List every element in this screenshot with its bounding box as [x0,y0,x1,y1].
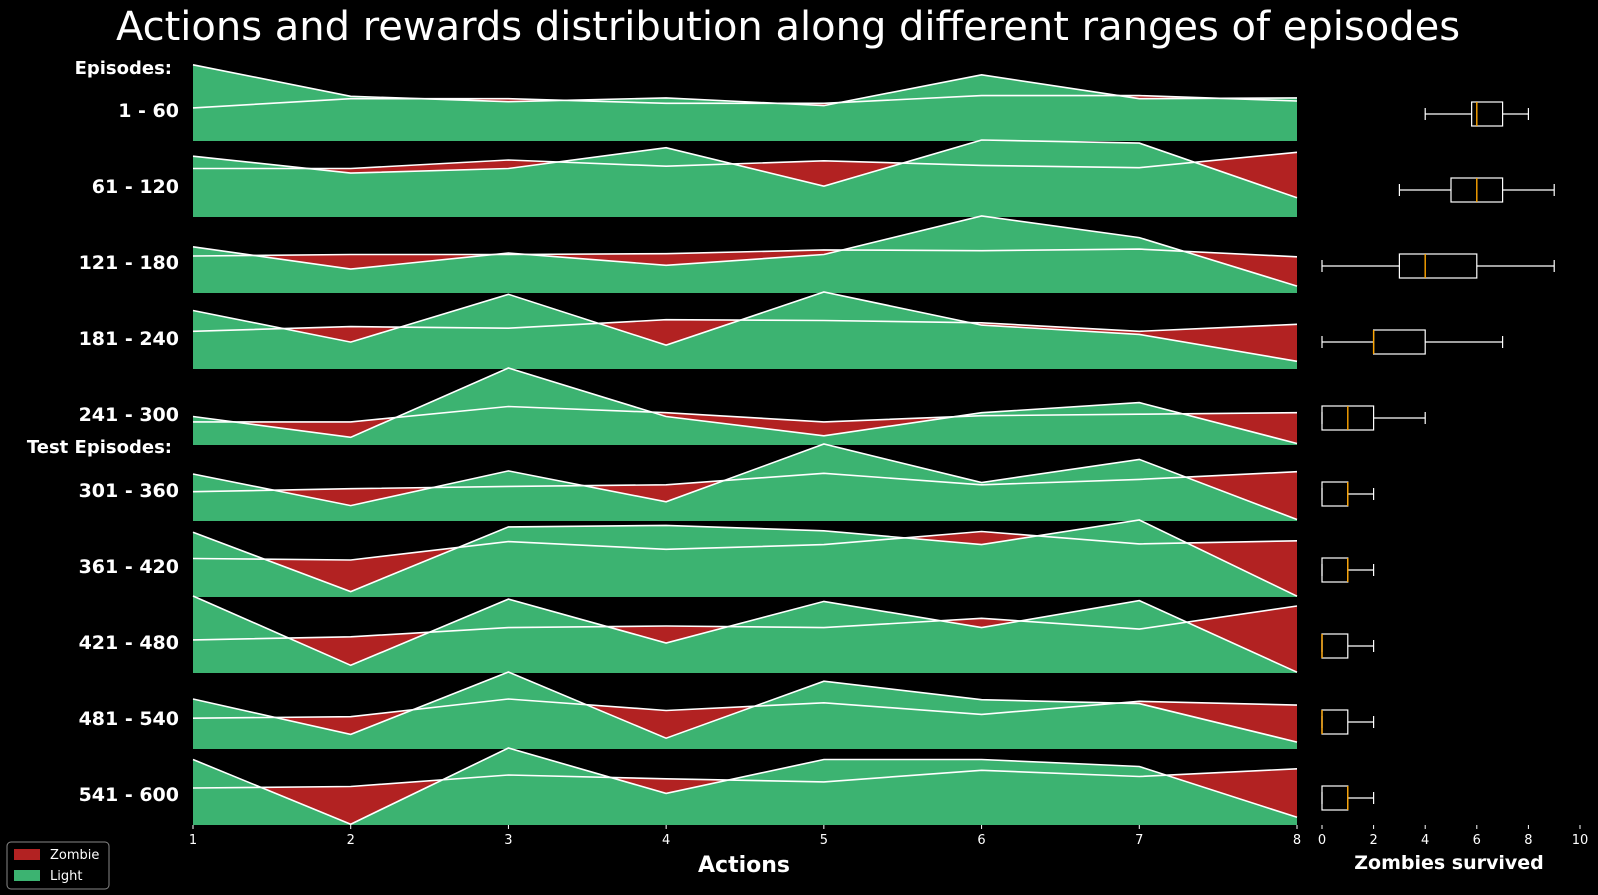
zombie-line [192,530,1298,561]
row-label: 361 - 420 [79,556,179,578]
zombies-x-axis: 0 2 4 6 8 10 [1318,825,1588,848]
zombie-line [193,151,1298,170]
ridge-row [192,519,1298,597]
ridge-row [192,139,1298,217]
light-area [193,444,1297,521]
box-x-tick-label: 2 [1369,833,1377,848]
chart-title: Actions and rewards distribution along d… [116,4,1460,50]
x-tick-label: 5 [820,833,828,848]
zombie-line [193,405,1298,423]
row-label: 61 - 120 [92,176,179,198]
boxplot [1398,177,1555,203]
x-tick-label: 1 [189,833,197,848]
actions-x-axis: 1 2 3 4 5 6 7 8 [189,825,1301,848]
light-line [192,443,1298,521]
light-line [192,671,1298,743]
ridge-row [192,215,1298,293]
light-area [193,596,1297,673]
boxplot [1321,633,1375,659]
x-tick-label: 6 [977,833,985,848]
boxplot-panel [1321,101,1555,811]
light-area [193,368,1297,445]
box-x-tick-label: 6 [1473,833,1481,848]
x-tick-label: 4 [662,833,670,848]
ridge-rows: 1 - 60 61 - 120 121 - 180 181 - 240 241 - 30… [79,64,1298,826]
x-tick-label: 2 [347,833,355,848]
boxplot [1321,405,1426,431]
ridge-row [192,367,1298,445]
boxplot [1321,481,1375,507]
legend-label-zombie: Zombie [50,848,99,863]
x-tick-label: 3 [504,833,512,848]
row-label: 241 - 300 [79,404,179,426]
test-episodes-section-label: Test Episodes: [27,437,172,458]
row-label: 421 - 480 [79,632,179,654]
box-x-tick-label: 0 [1318,833,1326,848]
boxplot [1321,785,1375,811]
row-label: 181 - 240 [79,328,179,350]
boxplot [1321,253,1555,279]
row-label: 541 - 600 [79,784,179,806]
legend-swatch-light [14,870,40,881]
iqr-box [1471,101,1504,127]
light-line [192,367,1298,445]
x-tick-label: 8 [1293,833,1301,848]
light-line [192,139,1298,199]
light-area [193,140,1297,217]
box-x-tick-label: 8 [1524,833,1532,848]
row-label: 301 - 360 [79,480,179,502]
row-label: 1 - 60 [118,100,179,122]
boxplot [1424,101,1530,127]
ridge-row [192,747,1298,826]
episodes-section-label: Episodes: [75,58,172,79]
ridge-row [192,671,1298,749]
zombie-line [192,318,1298,333]
boxplot [1321,329,1504,355]
row-label: 121 - 180 [79,252,179,274]
x-tick-label: 7 [1135,833,1143,848]
row-label: 481 - 540 [79,708,179,730]
legend: Zombie Light [6,841,110,890]
box-x-tick-label: 4 [1421,833,1429,848]
zombie-line [192,470,1298,493]
zombie-line [192,605,1298,641]
boxplot [1321,557,1375,583]
light-line [192,64,1298,107]
box-x-tick-label: 10 [1572,833,1589,848]
ridge-row [192,291,1298,369]
light-line [192,519,1298,597]
light-line [192,747,1298,826]
light-area [193,292,1297,369]
legend-swatch-zombie [14,849,40,860]
iqr-box [1398,253,1478,279]
boxplot [1321,709,1375,735]
zombie-line [192,94,1298,109]
legend-label-light: Light [50,869,82,884]
light-line [192,291,1298,363]
light-line [192,215,1298,287]
zombies-axis-label: Zombies survived [1354,852,1544,874]
ridge-row [192,64,1298,141]
actions-axis-label: Actions [698,853,790,878]
zombie-line [192,248,1298,258]
light-line [192,595,1298,673]
ridge-row [192,443,1298,521]
zombie-line [192,768,1298,789]
light-area [193,216,1297,293]
ridge-row [192,595,1298,673]
